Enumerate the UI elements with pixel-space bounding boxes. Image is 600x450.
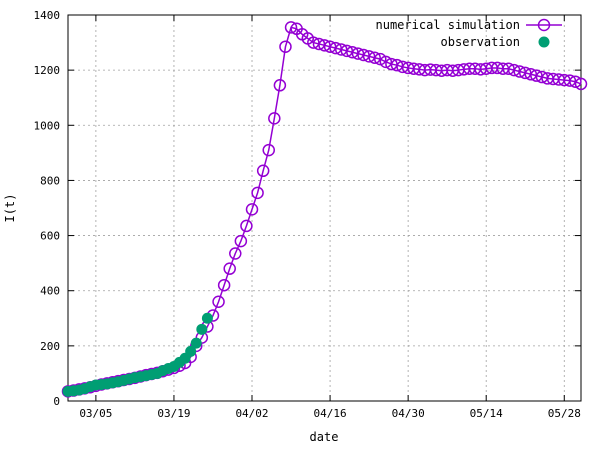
y-axis-ticks: 0 200 400 600 800 1000 1200 1400 xyxy=(34,9,581,408)
simulation-point xyxy=(518,66,532,80)
x-tick-label: 05/28 xyxy=(548,407,581,420)
simulation-point xyxy=(385,57,398,71)
y-tick-label: 800 xyxy=(40,174,60,187)
y-tick-label: 1400 xyxy=(34,9,61,22)
simulation-point xyxy=(245,203,259,216)
observation-series xyxy=(62,312,213,397)
x-axis-ticks: 03/05 03/19 04/02 04/16 04/30 05/14 05/28 xyxy=(79,15,581,420)
simulation-point xyxy=(357,48,370,62)
simulation-point xyxy=(530,69,543,82)
simulation-point xyxy=(307,36,320,49)
simulation-point xyxy=(256,164,270,178)
simulation-point xyxy=(334,43,348,56)
grid-lines xyxy=(68,15,581,401)
simulation-line xyxy=(67,26,582,393)
y-tick-label: 1000 xyxy=(34,119,61,132)
simulation-series xyxy=(61,21,588,398)
x-tick-label: 03/05 xyxy=(79,407,112,420)
x-tick-label: 05/14 xyxy=(470,407,503,420)
legend-label-simulation: numerical simulation xyxy=(376,18,521,32)
simulation-point xyxy=(502,62,515,76)
simulation-point xyxy=(217,278,231,292)
simulation-point xyxy=(340,44,354,58)
simulation-point xyxy=(368,51,381,64)
simulation-point xyxy=(513,65,526,78)
observation-point xyxy=(185,345,197,357)
simulation-point xyxy=(569,75,582,88)
legend-label-observation: observation xyxy=(441,35,520,49)
simulation-point xyxy=(524,68,538,81)
simulation-point xyxy=(223,262,236,275)
simulation-point xyxy=(346,45,359,59)
simulation-point xyxy=(390,58,404,72)
x-tick-label: 03/19 xyxy=(157,407,190,420)
y-tick-label: 200 xyxy=(40,340,60,353)
y-tick-label: 600 xyxy=(40,230,60,243)
x-axis-label: date xyxy=(310,430,339,444)
simulation-point xyxy=(234,234,248,248)
simulation-point xyxy=(212,295,225,308)
simulation-point xyxy=(351,47,365,60)
simulation-point xyxy=(273,79,287,92)
simulation-point xyxy=(279,40,292,53)
simulation-point xyxy=(507,63,521,77)
observation-point xyxy=(190,337,202,349)
simulation-point xyxy=(329,41,342,55)
simulation-point xyxy=(563,74,577,87)
legend-marker-simulation xyxy=(537,18,551,32)
y-tick-label: 400 xyxy=(40,285,60,298)
simulation-point xyxy=(318,39,331,52)
simulation-point xyxy=(574,77,588,91)
y-tick-label: 1200 xyxy=(34,64,61,77)
observation-point xyxy=(196,323,208,335)
simulation-point xyxy=(312,37,326,51)
legend-marker-observation xyxy=(538,36,550,48)
simulation-point xyxy=(262,143,275,157)
simulation-point xyxy=(379,55,393,69)
simulation-point xyxy=(229,247,242,260)
x-tick-label: 04/30 xyxy=(392,407,425,420)
simulation-point xyxy=(362,50,376,63)
simulation-point xyxy=(323,40,337,53)
x-tick-label: 04/02 xyxy=(235,407,268,420)
x-tick-label: 04/16 xyxy=(314,407,347,420)
y-axis-label: I(t) xyxy=(3,194,17,223)
simulation-point xyxy=(240,219,253,233)
simulation-point xyxy=(284,21,298,34)
simulation-point xyxy=(251,186,264,200)
legend: numerical simulation observation xyxy=(376,18,562,49)
plot-frame xyxy=(67,14,582,402)
observation-point xyxy=(201,312,213,324)
y-tick-label: 0 xyxy=(53,395,60,408)
simulation-point xyxy=(268,112,281,125)
